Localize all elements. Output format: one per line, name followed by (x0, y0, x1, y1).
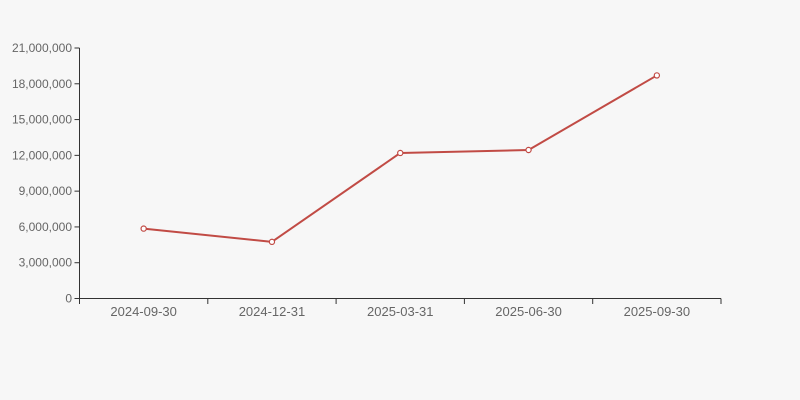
x-tick-label: 2024-09-30 (110, 304, 177, 319)
y-tick-label: 18,000,000 (12, 77, 72, 91)
x-tick-label: 2025-03-31 (367, 304, 434, 319)
data-point-marker (525, 146, 532, 154)
x-tick-label: 2025-09-30 (624, 304, 691, 319)
data-point-marker (268, 238, 276, 246)
data-point-marker (140, 225, 147, 232)
y-tick-label: 15,000,000 (12, 113, 72, 127)
y-tick-label: 21,000,000 (12, 41, 72, 55)
x-tick-label: 2024-12-31 (239, 304, 306, 319)
y-tick-label: 6,000,000 (19, 220, 73, 234)
y-tick-label: 3,000,000 (19, 256, 73, 270)
y-tick-label: 9,000,000 (19, 184, 73, 198)
y-tick-label: 0 (65, 292, 72, 306)
data-point-marker (397, 149, 404, 157)
series-line (142, 74, 658, 243)
x-tick-label: 2025-06-30 (495, 304, 562, 319)
y-tick-label: 12,000,000 (12, 148, 72, 162)
data-point-marker (653, 72, 661, 79)
